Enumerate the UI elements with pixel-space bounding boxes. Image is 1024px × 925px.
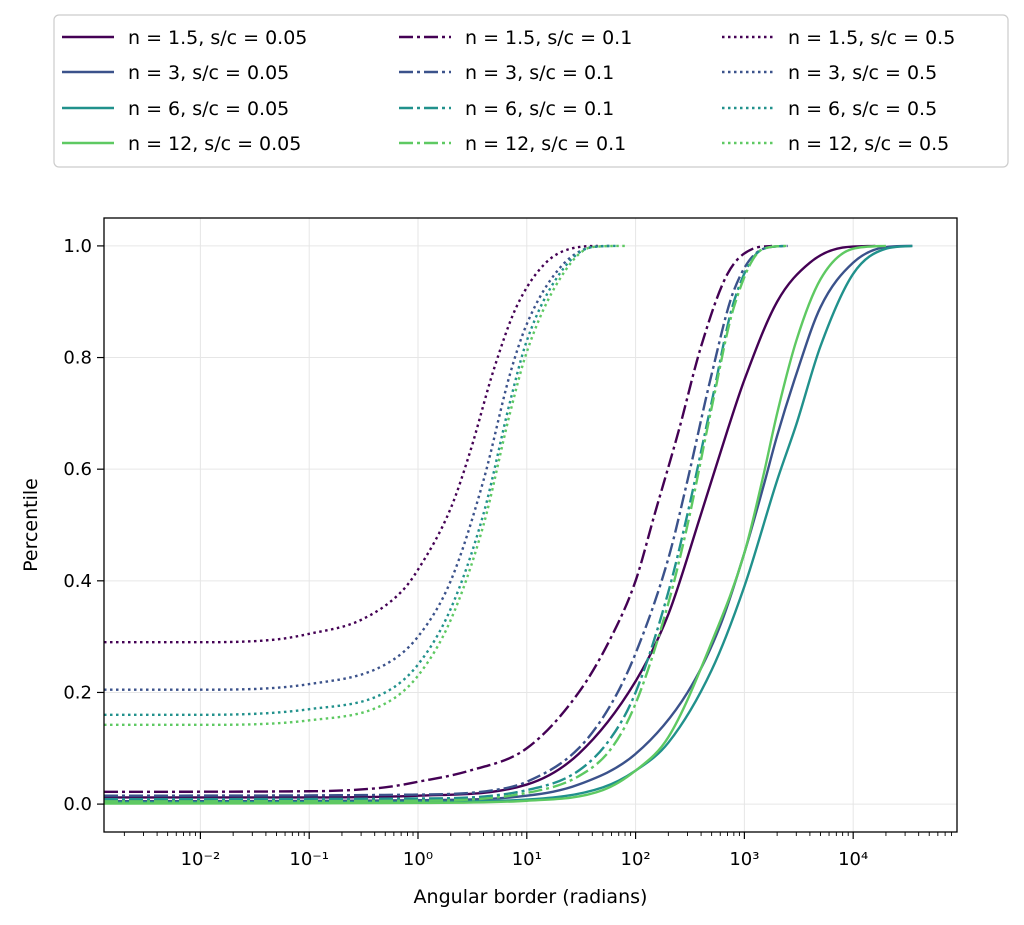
legend-entry: n = 6, s/c = 0.05 (128, 98, 289, 120)
legend-frame (53, 14, 1009, 168)
y-axis-ticks: 0.0 0.2 0.4 0.6 0.8 1.0 (63, 236, 104, 815)
x-tick-label: 10³ (729, 849, 759, 870)
x-tick-label: 10⁻² (181, 849, 221, 870)
y-tick-label: 0.8 (63, 348, 92, 369)
series-line-12 (103, 244, 626, 727)
legend-entry: n = 12, s/c = 0.1 (465, 133, 626, 155)
series-line-4 (103, 244, 886, 805)
y-tick-label: 0.6 (63, 459, 92, 480)
legend-entry: n = 6, s/c = 0.1 (465, 98, 614, 120)
series-line-11 (103, 244, 619, 716)
x-tick-label: 10¹ (512, 849, 542, 870)
x-axis-ticks: 10⁻² 10⁻¹ 10⁰ 10¹ 10² 10³ 10⁴ (123, 832, 952, 870)
series-line-10 (103, 244, 612, 691)
legend-entry: n = 1.5, s/c = 0.5 (788, 27, 955, 49)
legend-entry: n = 3, s/c = 0.5 (788, 62, 937, 84)
legend: n = 1.5, s/c = 0.05 n = 3, s/c = 0.05 n = … (53, 14, 1009, 168)
plot-frame (103, 217, 958, 833)
x-tick-label: 10⁴ (838, 849, 868, 870)
y-tick-label: 1.0 (63, 236, 92, 257)
x-tick-label: 10⁻¹ (289, 849, 329, 870)
y-tick-label: 0.4 (63, 571, 92, 592)
series-line-2 (103, 244, 913, 803)
legend-entry: n = 3, s/c = 0.1 (465, 62, 614, 84)
y-tick-label: 0.2 (63, 682, 92, 703)
y-tick-label: 0.0 (63, 794, 92, 815)
legend-entry: n = 12, s/c = 0.5 (788, 133, 949, 155)
x-tick-label: 10⁰ (403, 849, 433, 870)
series-line-6 (103, 244, 788, 797)
legend-entry: n = 1.5, s/c = 0.1 (465, 27, 632, 49)
series-line-8 (103, 244, 788, 803)
grid (104, 218, 957, 832)
legend-entry: n = 12, s/c = 0.05 (128, 133, 301, 155)
series-line-9 (103, 244, 598, 644)
legend-entry: n = 3, s/c = 0.05 (128, 62, 289, 84)
x-tick-label: 10² (621, 849, 651, 870)
series-line-5 (103, 244, 773, 794)
series-line-7 (103, 244, 788, 801)
series-lines (103, 244, 913, 805)
y-axis-label: Percentile (20, 478, 42, 572)
legend-entry: n = 6, s/c = 0.5 (788, 98, 937, 120)
legend-entry: n = 1.5, s/c = 0.05 (128, 27, 307, 49)
x-axis-label: Angular border (radians) (414, 886, 648, 908)
